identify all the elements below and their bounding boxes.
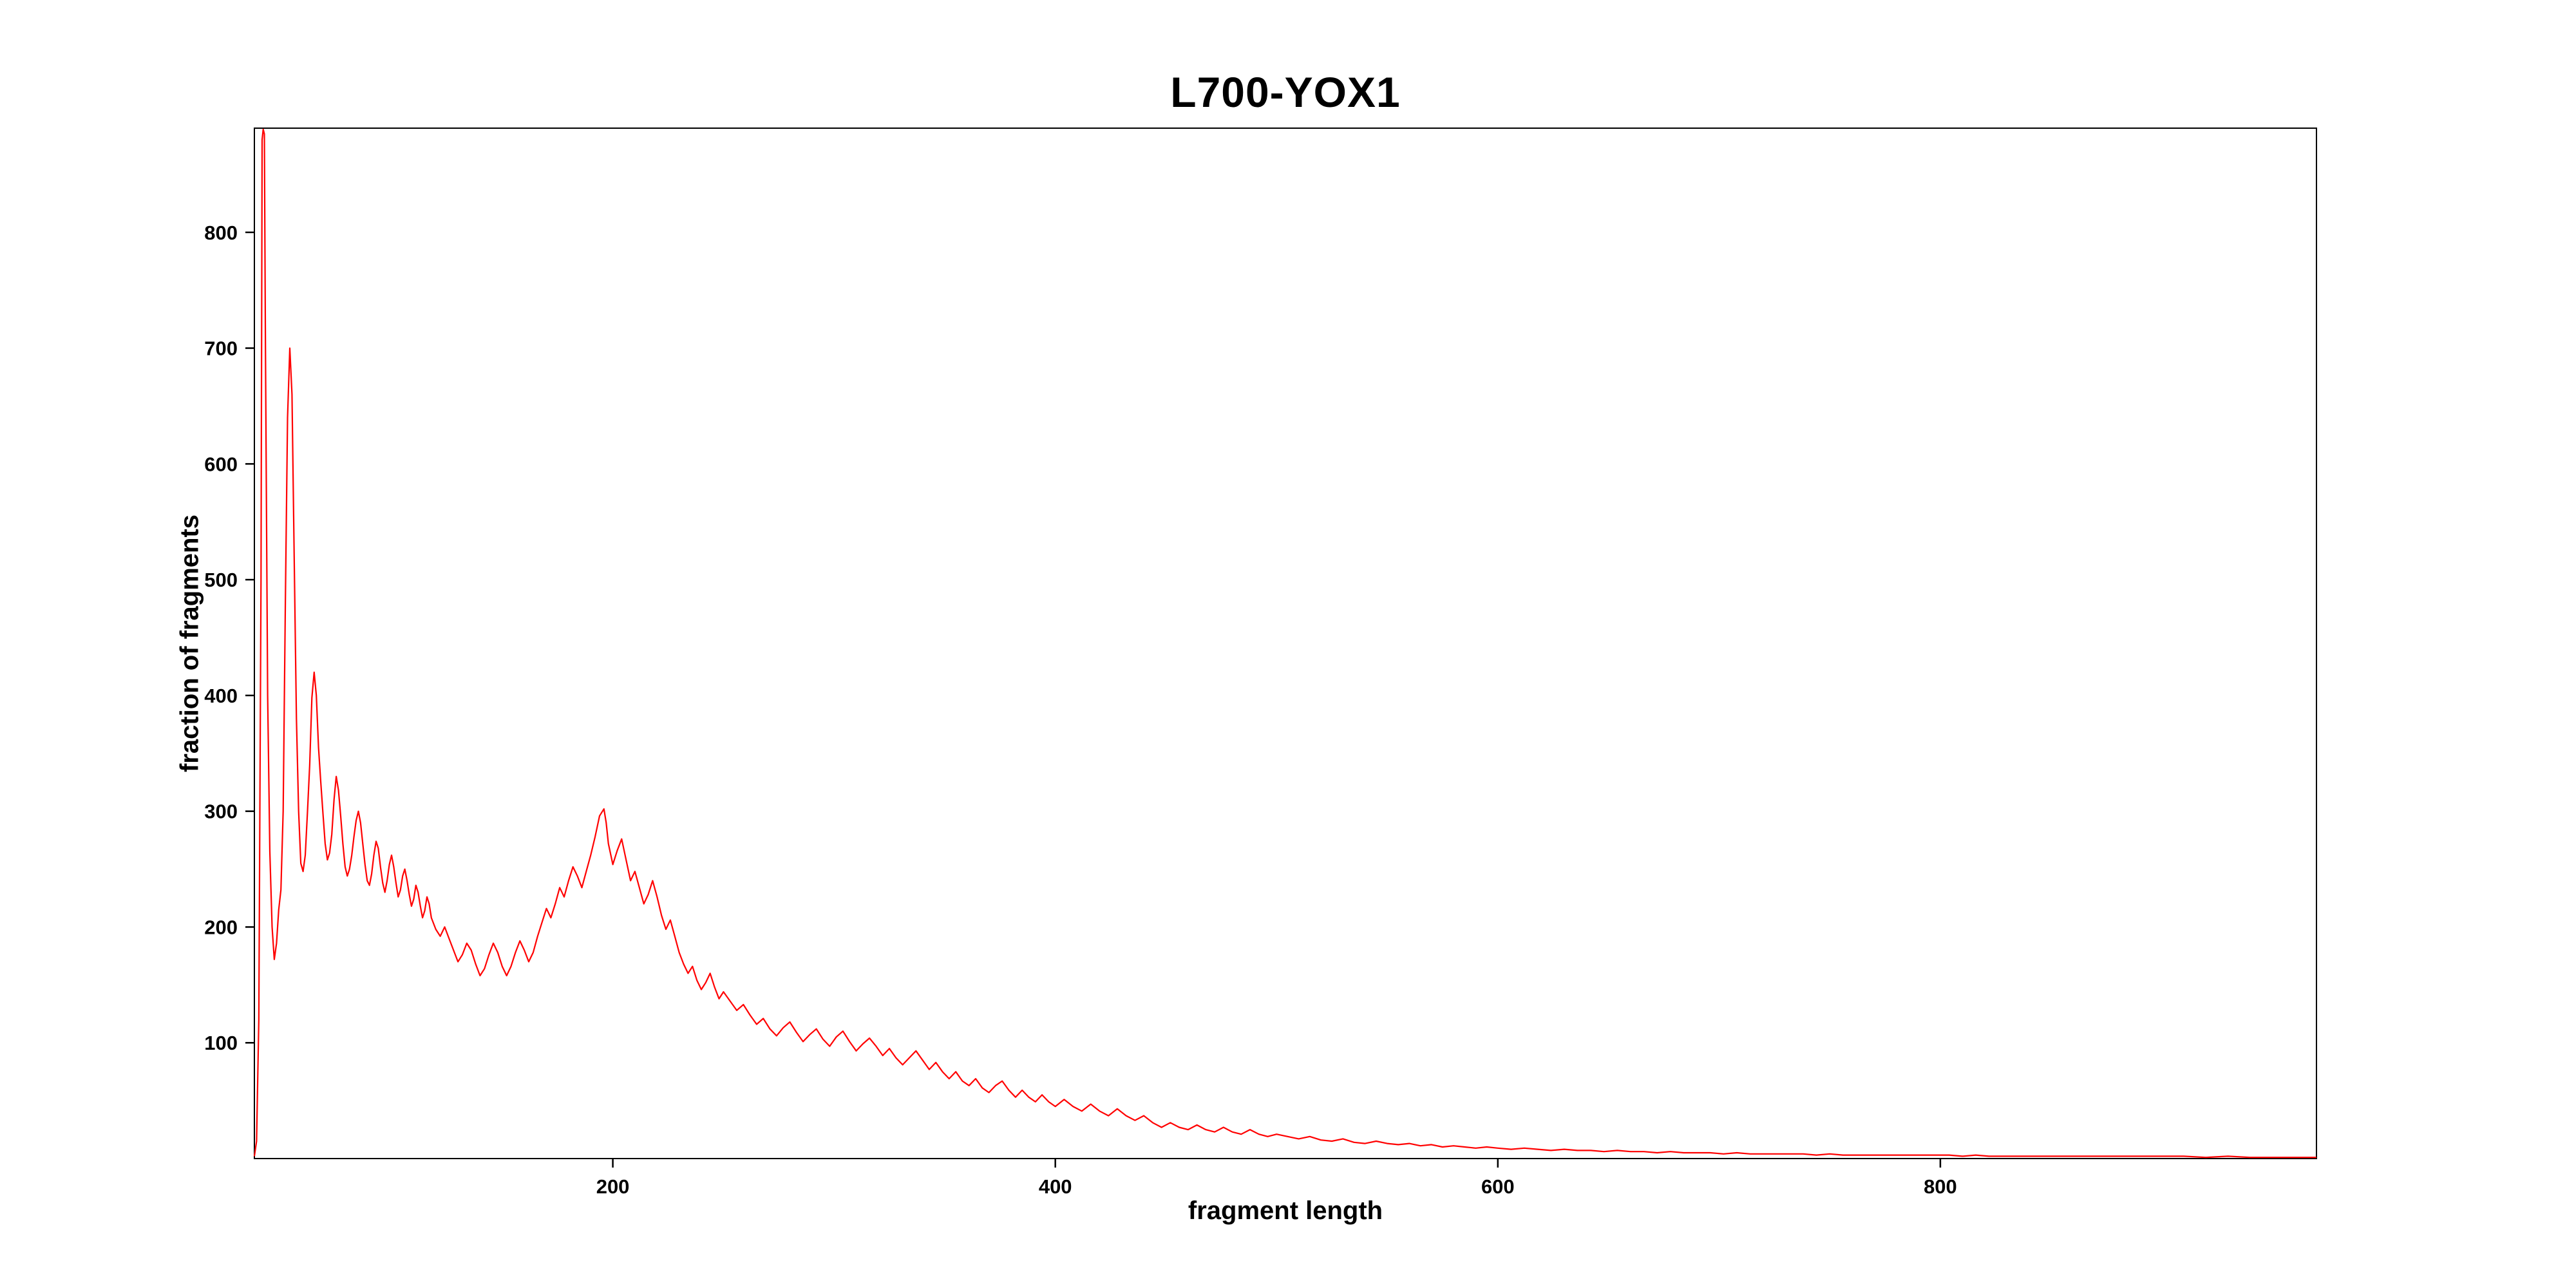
- y-tick-label: 300: [204, 800, 238, 823]
- x-axis-label: fragment length: [1188, 1197, 1383, 1225]
- y-tick-label: 700: [204, 337, 238, 360]
- x-tick-label: 600: [1481, 1175, 1515, 1198]
- y-tick-label: 500: [204, 569, 238, 591]
- y-tick-label: 600: [204, 453, 238, 475]
- plot-frame: [254, 128, 2317, 1159]
- x-tick-label: 800: [1924, 1175, 1957, 1198]
- y-tick-label: 200: [204, 916, 238, 938]
- y-tick-label: 800: [204, 222, 238, 244]
- chart-title: L700-YOX1: [1170, 68, 1401, 116]
- x-tick-label: 400: [1039, 1175, 1072, 1198]
- data-line: [253, 128, 2316, 1159]
- y-tick-label: 100: [204, 1032, 238, 1054]
- x-tick-label: 200: [596, 1175, 630, 1198]
- y-tick-label: 400: [204, 685, 238, 707]
